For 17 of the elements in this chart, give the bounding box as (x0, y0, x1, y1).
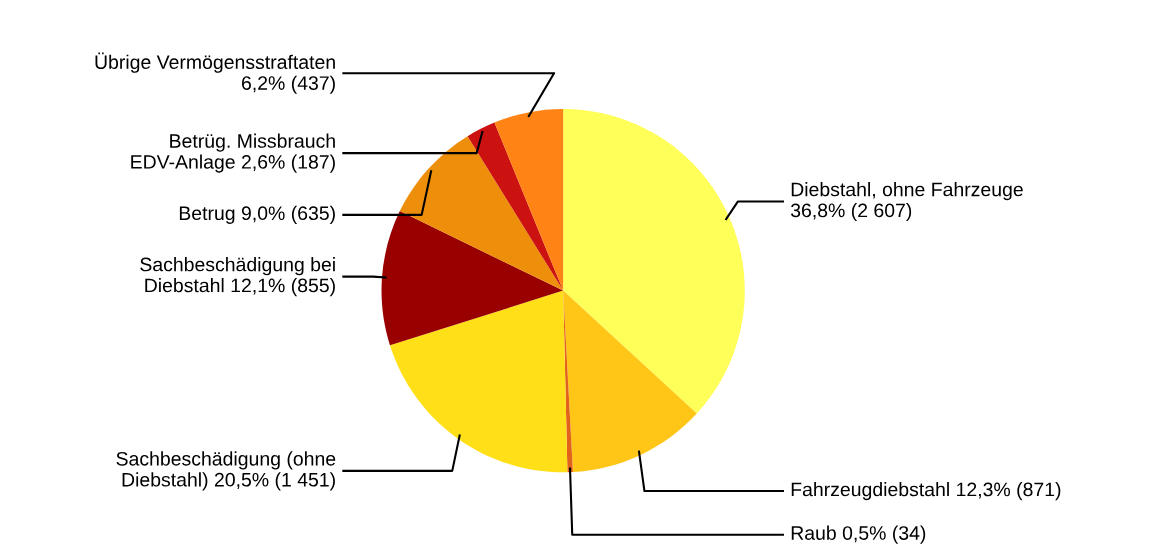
slice-label: Fahrzeugdiebstahl 12,3% (871) (791, 482, 1061, 501)
pie-slice (563, 108, 745, 414)
pie-slice (399, 136, 564, 291)
slice-label: Übrige Vermögensstraftaten (95, 52, 335, 73)
slice-label: Raub 0,5% (34) (791, 525, 926, 544)
slice-label: Sachbeschädigung (ohne Diebstahl) 20,5% (1 451) (116, 451, 336, 491)
pie-slice (381, 211, 564, 346)
data-label: 6,2% (437) (241, 75, 335, 94)
data-label: 36,8% (2 607) (790, 202, 912, 222)
slice-label: Sachbeschädigung bei Diebstahl 12,1% (855) (140, 257, 335, 297)
pie-slice (467, 122, 564, 291)
pie-slice (389, 290, 568, 473)
slice-label: Betrüg. Missbrauch EDV-Anlage 2,6% (187) (131, 133, 335, 173)
pie-slice (563, 290, 697, 472)
pie-slice (494, 108, 564, 291)
slice-label: Betrug 9,0% (635) (179, 205, 335, 224)
slice-label: Diebstahl, ohne Fahrzeuge (791, 182, 1023, 201)
